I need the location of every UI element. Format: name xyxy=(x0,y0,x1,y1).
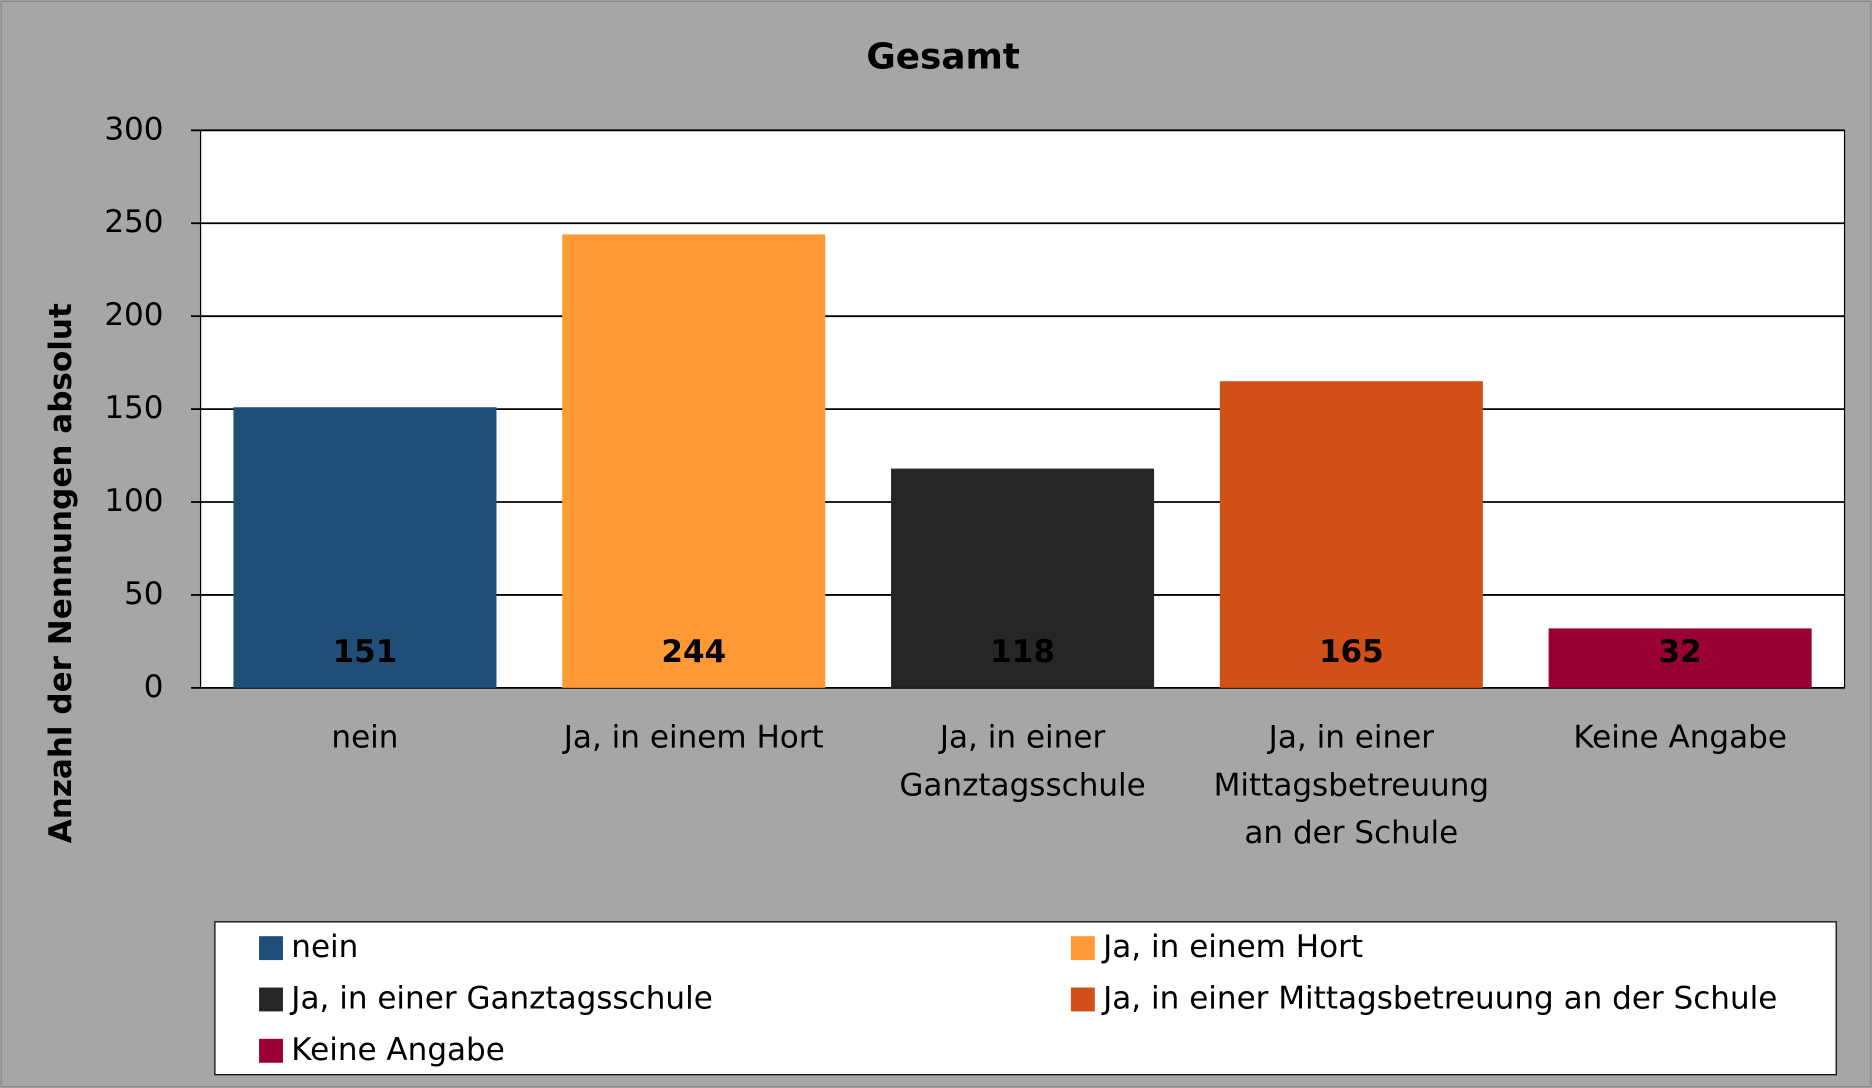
x-tick-label: Keine Angabe xyxy=(1573,720,1787,756)
data-label: 118 xyxy=(990,634,1055,670)
legend-swatch xyxy=(1070,987,1095,1012)
y-tick-label: 150 xyxy=(104,390,163,426)
legend-label: nein xyxy=(291,929,358,965)
data-label: 244 xyxy=(661,634,726,670)
legend-label: Ja, in einer Ganztagsschule xyxy=(289,980,712,1016)
x-tick-label: nein xyxy=(331,720,399,756)
legend xyxy=(214,921,1837,1076)
y-tick-label: 250 xyxy=(104,204,163,240)
legend-swatch xyxy=(1070,936,1095,961)
legend-swatch xyxy=(259,987,283,1012)
legend-label: Keine Angabe xyxy=(291,1032,505,1068)
bar xyxy=(1548,628,1812,688)
bar xyxy=(891,468,1155,688)
y-tick-label: 0 xyxy=(144,669,164,705)
bar xyxy=(562,234,826,688)
y-tick-label: 200 xyxy=(104,297,163,333)
x-tick-label-box: Keine Angabe xyxy=(1573,720,1787,756)
bar xyxy=(233,407,497,688)
x-tick-label-box: Ja, in einer Mittagsbetreuung an der Sch… xyxy=(1213,720,1490,852)
chart-title: Gesamt xyxy=(866,37,1020,78)
data-label: 165 xyxy=(1319,634,1384,670)
x-tick-label-box: nein xyxy=(331,720,399,756)
legend-swatch xyxy=(259,1038,283,1063)
y-tick-label: 50 xyxy=(124,576,163,612)
legend-swatch xyxy=(259,936,283,961)
legend-label: Ja, in einem Hort xyxy=(1101,929,1363,965)
bar xyxy=(1219,381,1483,688)
x-tick-label: Ja, in einem Hort xyxy=(563,720,824,756)
data-label: 32 xyxy=(1659,634,1702,670)
data-label: 151 xyxy=(333,634,398,670)
y-axis-label: Anzahl der Nennungen absolut xyxy=(43,303,79,843)
legend-label: Ja, in einer Mittagsbetreuung an der Sch… xyxy=(1101,980,1777,1016)
x-tick-label: Ja, in einer Mittagsbetreuung an der Sch… xyxy=(1213,720,1490,852)
x-tick-label: Ja, in einer Ganztagsschule xyxy=(899,720,1146,804)
y-tick-label: 300 xyxy=(104,111,163,147)
x-tick-label-box: Ja, in einer Ganztagsschule xyxy=(899,720,1146,804)
y-tick-label: 100 xyxy=(104,483,163,519)
x-tick-label-box: Ja, in einem Hort xyxy=(563,720,824,756)
